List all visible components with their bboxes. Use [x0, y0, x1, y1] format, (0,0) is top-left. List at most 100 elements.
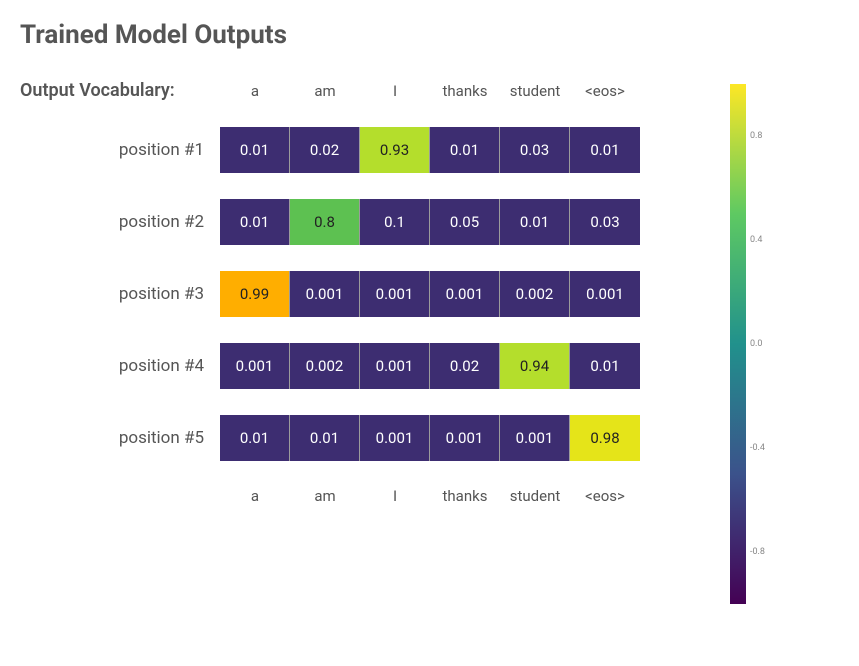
row-label: position #1 — [20, 140, 220, 160]
colorbar-tick: -0.4 — [750, 443, 765, 453]
heatmap-cell: 0.98 — [570, 415, 640, 461]
spacer — [500, 245, 570, 271]
vocab-item: a — [220, 487, 290, 505]
vocab-label: Output Vocabulary: — [20, 80, 220, 101]
spacer — [430, 101, 500, 127]
heatmap-cell: 0.01 — [570, 127, 640, 173]
heatmap-cell: 0.002 — [500, 271, 570, 317]
vocab-item: I — [360, 82, 430, 100]
heatmap-cell: 0.001 — [360, 271, 430, 317]
spacer — [290, 245, 360, 271]
spacer — [360, 245, 430, 271]
spacer — [220, 173, 290, 199]
colorbar-tick: 0.8 — [750, 131, 763, 141]
spacer — [20, 317, 220, 343]
spacer — [20, 173, 220, 199]
vocab-item: thanks — [430, 487, 500, 505]
row-label: position #5 — [20, 428, 220, 448]
spacer — [430, 461, 500, 487]
spacer — [220, 101, 290, 127]
spacer — [430, 173, 500, 199]
row-label: position #4 — [20, 356, 220, 376]
spacer — [290, 101, 360, 127]
vocab-item: am — [290, 487, 360, 505]
heatmap-cell: 0.001 — [360, 343, 430, 389]
heatmap-table: Output Vocabulary:aamIthanksstudent<eos>… — [20, 80, 640, 505]
heatmap-cell: 0.99 — [220, 271, 290, 317]
vocab-item: am — [290, 82, 360, 100]
colorbar: 0.8 0.4 0.0 -0.4 -0.8 — [730, 84, 776, 604]
spacer — [20, 389, 220, 415]
heatmap-cell: 0.001 — [290, 271, 360, 317]
heatmap-cell: 0.02 — [430, 343, 500, 389]
spacer — [360, 389, 430, 415]
heatmap-cell: 0.01 — [220, 127, 290, 173]
heatmap-cell: 0.03 — [570, 199, 640, 245]
vocab-item: thanks — [430, 82, 500, 100]
heatmap-cell: 0.01 — [290, 415, 360, 461]
colorbar-ticks: 0.8 0.4 0.0 -0.4 -0.8 — [746, 84, 776, 604]
spacer — [570, 461, 640, 487]
heatmap-cell: 0.02 — [290, 127, 360, 173]
spacer — [500, 389, 570, 415]
spacer — [570, 245, 640, 271]
spacer — [290, 461, 360, 487]
page-title: Trained Model Outputs — [20, 20, 839, 50]
vocab-item: I — [360, 487, 430, 505]
spacer — [20, 101, 220, 127]
spacer — [500, 101, 570, 127]
spacer — [20, 245, 220, 271]
spacer — [220, 461, 290, 487]
heatmap-cell: 0.1 — [360, 199, 430, 245]
spacer — [290, 389, 360, 415]
heatmap-cell: 0.94 — [500, 343, 570, 389]
spacer — [500, 461, 570, 487]
spacer — [570, 101, 640, 127]
colorbar-tick: 0.0 — [750, 339, 763, 349]
row-label: position #3 — [20, 284, 220, 304]
heatmap-cell: 0.001 — [430, 415, 500, 461]
heatmap-cell: 0.05 — [430, 199, 500, 245]
heatmap-cell: 0.001 — [220, 343, 290, 389]
heatmap-cell: 0.01 — [570, 343, 640, 389]
vocab-item: <eos> — [570, 82, 640, 100]
heatmap-cell: 0.03 — [500, 127, 570, 173]
vocab-item: student — [500, 82, 570, 100]
heatmap-cell: 0.001 — [360, 415, 430, 461]
spacer — [290, 173, 360, 199]
spacer — [220, 317, 290, 343]
spacer — [430, 389, 500, 415]
heatmap-cell: 0.8 — [290, 199, 360, 245]
heatmap-cell: 0.001 — [430, 271, 500, 317]
spacer — [570, 389, 640, 415]
spacer — [500, 173, 570, 199]
spacer — [430, 245, 500, 271]
vocab-item: a — [220, 82, 290, 100]
colorbar-gradient — [730, 84, 746, 604]
spacer — [360, 317, 430, 343]
spacer — [360, 101, 430, 127]
main-area: Output Vocabulary:aamIthanksstudent<eos>… — [20, 80, 839, 604]
row-label: position #2 — [20, 212, 220, 232]
spacer — [220, 245, 290, 271]
heatmap-cell: 0.001 — [570, 271, 640, 317]
spacer — [570, 317, 640, 343]
spacer — [360, 461, 430, 487]
spacer — [570, 173, 640, 199]
heatmap-cell: 0.01 — [220, 199, 290, 245]
heatmap-cell: 0.002 — [290, 343, 360, 389]
vocab-item: <eos> — [570, 487, 640, 505]
colorbar-tick: 0.4 — [750, 235, 763, 245]
heatmap-cell: 0.93 — [360, 127, 430, 173]
spacer — [290, 317, 360, 343]
heatmap-cell: 0.001 — [500, 415, 570, 461]
heatmap-cell: 0.01 — [500, 199, 570, 245]
heatmap-cell: 0.01 — [220, 415, 290, 461]
vocab-item: student — [500, 487, 570, 505]
heatmap-cell: 0.01 — [430, 127, 500, 173]
colorbar-tick: -0.8 — [750, 547, 765, 557]
spacer — [500, 317, 570, 343]
spacer — [360, 173, 430, 199]
spacer — [430, 317, 500, 343]
spacer — [20, 461, 220, 487]
